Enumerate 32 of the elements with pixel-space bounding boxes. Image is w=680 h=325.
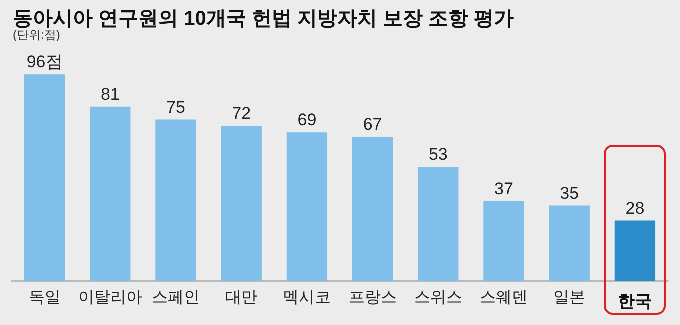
x-tick-label: 멕시코 [283, 290, 332, 306]
data-label: 81 [100, 84, 120, 104]
bar [286, 132, 328, 281]
x-tick-label: 스위스 [414, 290, 462, 306]
data-label: 37 [494, 179, 514, 198]
x-tick-label: 스페인 [152, 290, 200, 306]
bar [24, 74, 66, 281]
x-tick-label: 독일 [28, 290, 61, 306]
x-tick-label: 이탈리아 [78, 290, 142, 306]
data-label: 69 [298, 110, 317, 130]
bar [352, 136, 394, 281]
bar [549, 206, 590, 281]
bar [418, 167, 459, 281]
data-label: 53 [428, 145, 448, 164]
x-tick-label: 일본 [554, 290, 586, 306]
x-tick-label: 프랑스 [348, 290, 397, 306]
bar [221, 126, 262, 281]
chart-title: 동아시아 연구원의 10개국 헌법 지방자치 보장 조항 평가 [13, 8, 514, 30]
data-label: 28 [626, 198, 645, 218]
bar [90, 106, 131, 281]
data-label: 35 [560, 184, 580, 203]
bar [156, 120, 196, 281]
data-label: 75 [166, 98, 186, 117]
data-label: 67 [363, 114, 382, 134]
x-tick-label: 대만 [226, 290, 258, 306]
x-tick-label: 한국 [618, 292, 652, 311]
bar [614, 220, 656, 281]
data-label: 72 [232, 104, 252, 124]
data-label: 96점 [26, 52, 63, 72]
bar [484, 201, 524, 281]
x-tick-label: 스웨덴 [480, 290, 528, 306]
chart-subtitle: (단위:점) [13, 28, 60, 42]
